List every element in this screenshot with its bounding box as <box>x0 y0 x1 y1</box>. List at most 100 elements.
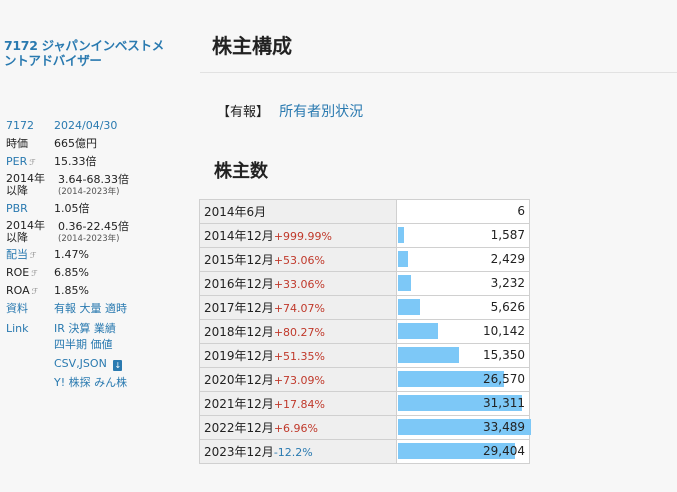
value-link[interactable]: 価値 <box>90 338 113 351</box>
shareholder-count: 26,570 <box>483 372 525 386</box>
roe-label[interactable]: ROE ℱ <box>6 266 38 279</box>
period-label: 2017年12月 <box>204 301 274 315</box>
yahoo-link[interactable]: Y! <box>54 376 66 389</box>
shareholder-count: 5,626 <box>490 300 525 314</box>
roa-label[interactable]: ROA ℱ <box>6 284 38 297</box>
table-row: 2014年12月+999.99% 1,587 <box>199 223 530 248</box>
company-name-link[interactable]: 7172 ジャパンインベストメントアドバイザー <box>4 38 164 68</box>
value-cell: 31,311 <box>396 391 530 416</box>
per-value: 15.33倍 <box>54 155 97 168</box>
shareholder-count: 15,350 <box>483 348 525 362</box>
market-cap-label: 時価 <box>6 137 28 150</box>
value-bar <box>398 323 438 339</box>
pbr-value: 1.05倍 <box>54 202 90 215</box>
value-cell: 6 <box>396 199 530 224</box>
documents-label: 資料 <box>6 302 28 315</box>
gyoseki-link[interactable]: 業績 <box>93 322 116 335</box>
chart-icon: ℱ <box>31 269 38 278</box>
report-line: 【有報】 所有者別状況 <box>217 101 363 121</box>
change-rate: +33.06% <box>273 278 325 291</box>
period-cell: 2017年12月+74.07% <box>199 295 397 320</box>
period-cell: 2018年12月+80.27% <box>199 319 397 344</box>
links-row-1: IR 決算 業績 <box>54 322 116 336</box>
data-date[interactable]: 2024/04/30 <box>54 119 118 132</box>
value-cell: 29,404 <box>396 439 530 464</box>
kabutan-link[interactable]: 株探 <box>68 376 91 389</box>
stock-code[interactable]: 7172 <box>6 119 34 132</box>
period-label: 2020年12月 <box>204 373 274 387</box>
ir-link[interactable]: IR <box>54 322 65 335</box>
shareholder-count: 10,142 <box>483 324 525 338</box>
period-label: 2019年12月 <box>204 349 274 363</box>
dividend-label[interactable]: 配当 ℱ <box>6 248 37 261</box>
per-history-years: (2014-2023年) <box>58 187 120 197</box>
value-bar <box>398 395 522 411</box>
value-bar <box>398 347 459 363</box>
change-rate: +51.35% <box>273 350 325 363</box>
value-bar <box>398 251 408 267</box>
shareholder-count: 29,404 <box>483 444 525 458</box>
documents-links: 有報 大量 適時 <box>54 302 127 316</box>
table-row: 2022年12月+6.96% 33,489 <box>199 415 531 440</box>
period-label: 2018年12月 <box>204 325 274 339</box>
value-cell: 1,587 <box>396 223 530 248</box>
value-cell: 26,570 <box>396 367 530 392</box>
shareholder-count: 2,429 <box>490 252 525 266</box>
change-rate: +53.06% <box>273 254 325 267</box>
header-divider <box>200 72 677 73</box>
pbr-history-label: 2014年以降 <box>6 219 45 244</box>
ownership-status-link[interactable]: 所有者別状況 <box>279 104 364 120</box>
pbr-label[interactable]: PBR <box>6 202 28 215</box>
period-cell: 2020年12月+73.09% <box>199 367 397 392</box>
tekiji-link[interactable]: 適時 <box>105 302 127 315</box>
value-cell: 15,350 <box>396 343 530 368</box>
change-rate: -12.2% <box>273 446 313 459</box>
change-rate: +80.27% <box>273 326 325 339</box>
period-label: 2016年12月 <box>204 277 274 291</box>
per-label[interactable]: PER ℱ <box>6 155 36 168</box>
period-label: 2014年12月 <box>204 229 274 243</box>
download-icon: ↓ <box>113 360 123 371</box>
table-row: 2016年12月+33.06% 3,232 <box>199 271 530 296</box>
shareholder-count: 31,311 <box>483 396 525 410</box>
roa-value: 1.85% <box>54 284 89 297</box>
value-bar <box>398 371 504 387</box>
period-cell: 2019年12月+51.35% <box>199 343 397 368</box>
period-label: 2015年12月 <box>204 253 274 267</box>
per-history-range: 3.64-68.33倍 <box>58 173 129 186</box>
quarterly-link[interactable]: 四半期 <box>54 338 87 351</box>
per-history-label: 2014年以降 <box>6 172 45 197</box>
page-title: 株主構成 <box>212 34 292 58</box>
value-cell: 10,142 <box>396 319 530 344</box>
change-rate: +74.07% <box>273 302 325 315</box>
change-rate: +73.09% <box>273 374 325 387</box>
period-cell: 2014年6月 <box>199 199 397 224</box>
shareholder-count: 1,587 <box>490 228 525 242</box>
value-cell: 5,626 <box>396 295 530 320</box>
yuho-link[interactable]: 有報 <box>54 302 76 315</box>
period-cell: 2021年12月+17.84% <box>199 391 397 416</box>
period-cell: 2022年12月+6.96% <box>199 415 397 440</box>
tairyo-link[interactable]: 大量 <box>79 302 102 315</box>
kessan-link[interactable]: 決算 <box>68 322 91 335</box>
value-cell: 33,489 <box>396 415 531 440</box>
chart-icon: ℱ <box>29 158 36 167</box>
period-label: 2021年12月 <box>204 397 274 411</box>
links-label: Link <box>6 322 29 335</box>
period-label: 2023年12月 <box>204 445 274 459</box>
period-cell: 2016年12月+33.06% <box>199 271 397 296</box>
roe-value: 6.85% <box>54 266 89 279</box>
table-row: 2020年12月+73.09% 26,570 <box>199 367 530 392</box>
value-cell: 3,232 <box>396 271 530 296</box>
shareholder-count: 6 <box>517 204 525 218</box>
market-cap-value: 665億円 <box>54 137 97 150</box>
links-row-4-items: Y! 株探 みん株 <box>54 376 127 390</box>
csv-json-link[interactable]: CSV,JSON ↓ <box>54 357 123 371</box>
value-bar <box>398 275 411 291</box>
table-row: 2023年12月-12.2% 29,404 <box>199 439 530 464</box>
minkabu-link[interactable]: みん株 <box>94 376 128 389</box>
value-bar <box>398 419 531 435</box>
period-label: 2014年6月 <box>204 205 267 219</box>
period-cell: 2014年12月+999.99% <box>199 223 397 248</box>
report-tag: 【有報】 <box>217 105 270 120</box>
